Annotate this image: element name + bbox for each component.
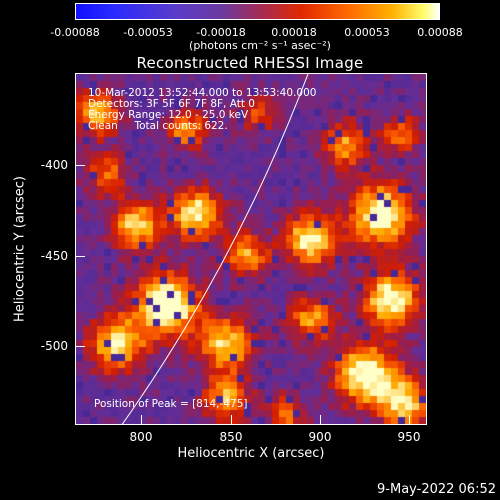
detectors-label: Detectors: 3F 5F 6F 7F 8F, Att 0 [88, 98, 255, 110]
plot-title: Reconstructed RHESSI Image [136, 54, 364, 72]
solar-limb-line [121, 74, 309, 424]
time-range-label: 10-Mar-2012 13:52:44.000 to 13:53:40.000 [88, 87, 317, 99]
colorbar-tick-label: -0.00088 [50, 26, 100, 39]
x-tick-label: 950 [397, 430, 421, 444]
rhessi-image: 10-Mar-2012 13:52:44.000 to 13:53:40.000… [75, 73, 427, 425]
x-tick-mark [320, 415, 321, 424]
timestamp: 9-May-2022 06:52 [377, 482, 496, 497]
colorbar-tick-label: 0.00088 [417, 26, 463, 39]
colorbar [75, 3, 440, 20]
x-tick-mark [141, 415, 142, 424]
energy-range-label: Energy Range: 12.0 - 25.0 keV [88, 109, 249, 121]
y-tick-mark [76, 346, 85, 347]
x-axis-label: Heliocentric X (arcsec) [177, 446, 325, 461]
y-tick-mark [76, 165, 85, 166]
colorbar-tick-label: 0.00053 [344, 26, 390, 39]
x-tick-label: 850 [219, 430, 243, 444]
x-tick-mark [409, 415, 410, 424]
colorbar-tick-label: 0.00018 [271, 26, 317, 39]
y-tick-label: -450 [40, 249, 68, 263]
x-tick-mark [231, 415, 232, 424]
colorbar-tick-label: -0.00053 [123, 26, 173, 39]
x-tick-label: 900 [308, 430, 332, 444]
heatmap-canvas [76, 74, 426, 424]
y-tick-label: -500 [40, 339, 68, 353]
x-tick-label: 800 [129, 430, 153, 444]
y-tick-mark [76, 256, 85, 257]
method-label: Clean Total counts: 622. [88, 120, 228, 132]
peak-position-label: Position of Peak = [814,-475] [94, 398, 248, 410]
colorbar-tick-label: -0.00018 [196, 26, 246, 39]
y-tick-label: -400 [40, 158, 68, 172]
colorbar-unit-label: (photons cm⁻² s⁻¹ asec⁻²) [189, 39, 331, 52]
y-axis-label: Heliocentric Y (arcsec) [12, 176, 28, 322]
